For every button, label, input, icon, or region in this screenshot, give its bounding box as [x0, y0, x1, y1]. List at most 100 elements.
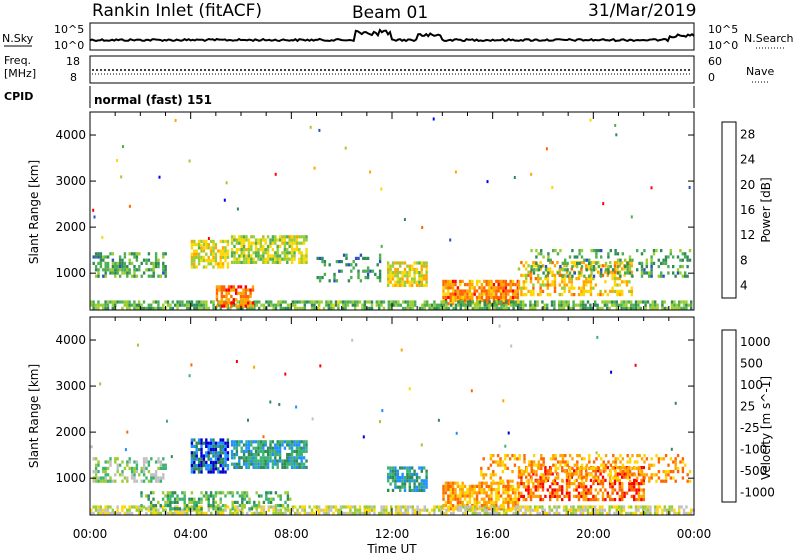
data-cell [548, 511, 551, 515]
data-cell [364, 269, 367, 273]
data-cell [420, 479, 423, 483]
data-cell [540, 463, 543, 467]
data-cell [451, 286, 455, 290]
data-cell [485, 504, 488, 508]
data-cell [272, 511, 275, 515]
data-cell [403, 271, 407, 275]
data-cell [249, 291, 252, 295]
data-cell [221, 504, 225, 508]
data-cell [551, 491, 554, 495]
data-cell [121, 306, 124, 310]
data-cell [195, 444, 198, 448]
data-cell [651, 306, 654, 310]
data-cell [219, 306, 222, 310]
data-cell [226, 467, 230, 471]
data-cell [600, 479, 603, 483]
data-cell [504, 295, 508, 299]
data-cell [145, 511, 148, 515]
data-cell [173, 497, 177, 501]
data-cell [685, 306, 688, 310]
data-cell [486, 511, 489, 515]
data-cell [589, 485, 593, 489]
data-cell [614, 457, 617, 461]
data-cell [286, 254, 289, 258]
data-cell [492, 295, 496, 299]
data-cell [570, 267, 573, 271]
data-cell [202, 239, 206, 243]
data-cell [266, 465, 270, 469]
data-cell [346, 511, 350, 515]
data-cell [582, 306, 585, 310]
data-cell [295, 465, 299, 469]
data-cell [433, 300, 436, 304]
data-cell [154, 252, 158, 256]
data-cell [209, 441, 213, 445]
data-cell [290, 462, 294, 466]
data-cell [598, 306, 602, 310]
data-cell [389, 267, 392, 271]
data-cell [205, 306, 208, 310]
data-cell [253, 300, 256, 304]
data-cell [220, 291, 223, 295]
data-cell [290, 235, 294, 239]
data-cell [676, 268, 680, 272]
data-cell [615, 505, 618, 509]
data-cell [193, 438, 196, 442]
data-cell [197, 246, 201, 250]
data-cell [392, 303, 395, 307]
data-cell [442, 300, 446, 304]
data-cell [511, 491, 515, 495]
data-cell [294, 303, 297, 307]
data-cell [604, 498, 607, 502]
data-cell [169, 303, 172, 307]
data-cell [599, 472, 602, 476]
data-cell [562, 306, 566, 310]
data-cell [589, 491, 593, 495]
data-cell [620, 303, 623, 307]
data-cell [640, 482, 643, 486]
data-cell [244, 294, 247, 299]
data-cell [621, 491, 624, 495]
data-cell [257, 494, 261, 498]
data-cell [253, 511, 256, 515]
data-cell [104, 460, 107, 464]
data-cell [221, 444, 225, 448]
data-cell [205, 265, 208, 269]
data-cell [542, 255, 545, 259]
data-cell [219, 511, 222, 515]
data-cell [94, 463, 98, 467]
data-cell [662, 457, 665, 461]
data-cell [502, 303, 506, 307]
data-cell [217, 444, 220, 448]
data-cell [580, 482, 583, 486]
noise-right-tick-bottom: 10^0 [708, 39, 738, 52]
data-cell [212, 303, 215, 307]
data-cell [224, 460, 227, 464]
data-cell [582, 475, 585, 479]
data-cell [589, 283, 593, 287]
data-cell [619, 258, 622, 262]
data-cell [290, 238, 294, 242]
data-cell [614, 470, 617, 474]
data-cell [269, 443, 272, 447]
data-cell [327, 306, 330, 310]
data-cell [609, 265, 612, 269]
data-cell [589, 306, 592, 310]
data-cell [197, 464, 201, 468]
data-cell [300, 449, 303, 453]
data-cell [628, 466, 631, 470]
data-cell [241, 504, 244, 508]
data-cell [399, 505, 402, 509]
data-cell [298, 511, 302, 515]
data-cell [238, 465, 241, 469]
data-cell [611, 488, 614, 492]
data-cell [654, 505, 657, 509]
data-cell [630, 264, 633, 268]
data-cell [630, 300, 633, 304]
data-cell [242, 443, 246, 447]
data-cell [245, 238, 248, 242]
data-cell [293, 235, 296, 239]
data-cell [420, 277, 423, 281]
data-cell [675, 303, 678, 307]
